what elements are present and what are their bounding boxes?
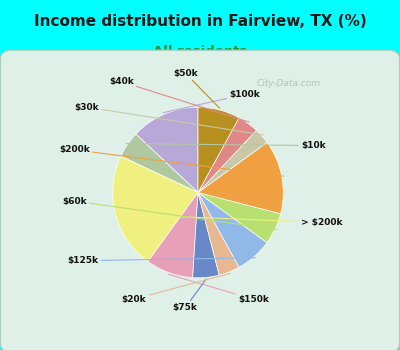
Wedge shape <box>136 107 198 192</box>
Text: $150k: $150k <box>168 274 269 304</box>
Text: $100k: $100k <box>164 90 260 113</box>
Wedge shape <box>193 193 219 278</box>
Wedge shape <box>198 193 267 267</box>
Wedge shape <box>198 193 281 243</box>
Wedge shape <box>121 134 198 193</box>
Text: $10k: $10k <box>126 141 326 150</box>
FancyBboxPatch shape <box>0 50 400 350</box>
Text: Income distribution in Fairview, TX (%): Income distribution in Fairview, TX (%) <box>34 14 366 29</box>
Text: City-Data.com: City-Data.com <box>256 79 320 88</box>
Text: $60k: $60k <box>62 197 277 230</box>
Wedge shape <box>198 130 267 192</box>
Wedge shape <box>198 118 256 192</box>
Wedge shape <box>198 193 239 275</box>
Wedge shape <box>113 156 198 261</box>
Wedge shape <box>148 193 198 278</box>
Text: $125k: $125k <box>67 256 256 265</box>
Text: All residents: All residents <box>153 45 247 58</box>
Text: $75k: $75k <box>173 279 206 312</box>
Text: $40k: $40k <box>109 77 249 122</box>
Text: $50k: $50k <box>173 69 220 108</box>
Text: $30k: $30k <box>75 103 263 135</box>
Text: > $200k: > $200k <box>114 214 342 227</box>
Wedge shape <box>198 142 283 214</box>
Wedge shape <box>198 107 239 192</box>
Text: $200k: $200k <box>59 145 284 176</box>
Text: $20k: $20k <box>122 273 230 304</box>
